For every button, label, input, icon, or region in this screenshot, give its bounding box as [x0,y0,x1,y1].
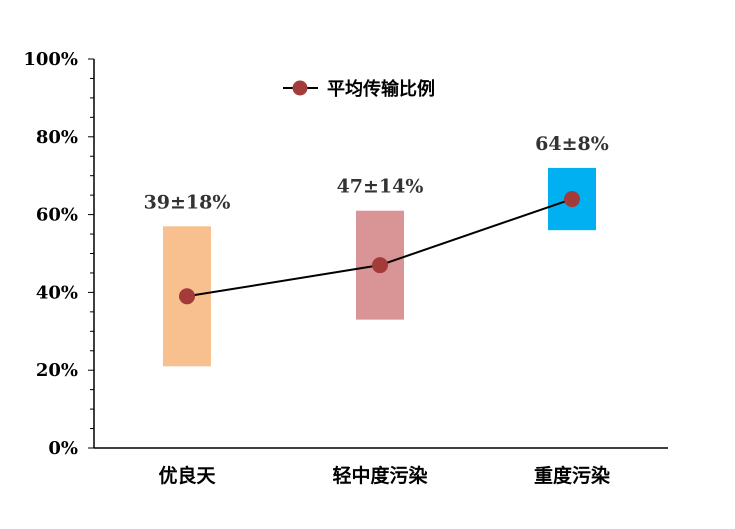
y-tick-label: 0% [48,438,78,459]
x-category-label: 轻中度污染 [332,464,427,487]
series-point [179,288,195,305]
y-axis-ticks: 0% 20% 40% 60% 80% 100% [23,49,94,459]
x-category-label: 优良天 [158,464,216,487]
legend-label: 平均传输比例 [327,78,435,100]
legend: 平均传输比例 [283,78,435,100]
y-tick-label: 40% [36,282,78,303]
y-tick-label: 20% [36,360,78,381]
series-point [372,257,388,274]
data-label: 64±8% [535,133,609,155]
legend-marker [292,80,308,96]
x-category-label: 重度污染 [534,464,610,487]
series-point [564,191,580,208]
data-labels: 39±18% 47±14% 64±8% [144,133,609,213]
y-tick-label: 100% [23,49,78,70]
y-tick-label: 80% [36,127,78,148]
data-label: 39±18% [144,191,231,213]
category-labels: 优良天 轻中度污染 重度污染 [158,464,610,487]
series [179,191,580,305]
y-tick-label: 60% [36,205,78,226]
data-label: 47±14% [337,176,424,198]
